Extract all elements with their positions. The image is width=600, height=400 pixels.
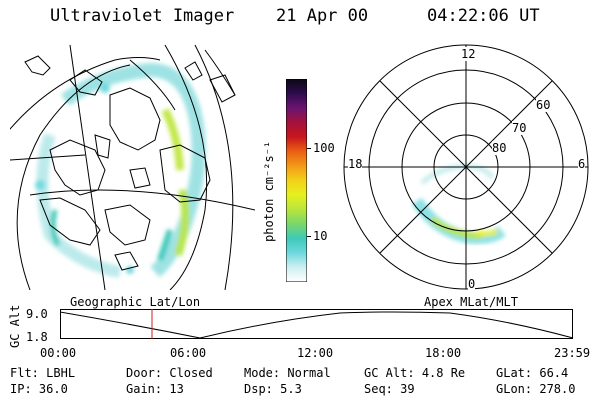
footer-door: Door: Closed xyxy=(126,366,213,380)
colorbar-unit-label: photon cm⁻²s⁻¹ xyxy=(262,140,276,242)
time-label: 04:22:06 UT xyxy=(427,6,540,26)
x-tick-0600: 06:00 xyxy=(170,346,207,360)
footer-glat: GLat: 66.4 xyxy=(496,366,569,380)
colorbar-tick-100: 100 xyxy=(313,141,335,155)
altitude-curve xyxy=(60,311,574,339)
aurora-emission xyxy=(35,62,206,278)
y-tick-1-8: 1.8 xyxy=(26,330,48,344)
polar-plot xyxy=(343,44,589,290)
x-tick-0000: 00:00 xyxy=(40,346,77,360)
map-grid xyxy=(10,44,255,290)
mlat-label-60: 60 xyxy=(536,98,551,112)
gc-alt-axis-label: GC Alt xyxy=(8,304,22,348)
instrument-title: Ultraviolet Imager xyxy=(50,6,235,26)
mlat-label-70: 70 xyxy=(512,121,527,135)
altitude-timeline xyxy=(60,309,574,339)
x-tick-1200: 12:00 xyxy=(297,346,334,360)
mlat-label-80: 80 xyxy=(492,141,507,155)
polar-aurora xyxy=(411,163,506,245)
footer-filter: Flt: LBHL xyxy=(10,366,76,380)
mlt-label-18: 18 xyxy=(348,157,363,171)
y-tick-9: 9.0 xyxy=(26,307,48,321)
mlt-label-0: 0 xyxy=(468,277,476,291)
footer-gc-alt: GC Alt: 4.8 Re xyxy=(364,366,466,380)
coastlines xyxy=(24,55,236,271)
mlt-label-12: 12 xyxy=(461,47,476,61)
x-tick-2359: 23:59 xyxy=(554,346,591,360)
polar-grid xyxy=(343,44,589,290)
footer-dsp: Dsp: 5.3 xyxy=(244,382,302,396)
date-label: 21 Apr 00 xyxy=(276,6,369,26)
footer-mode: Mode: Normal xyxy=(244,366,331,380)
colorbar-strip xyxy=(285,78,308,283)
footer-ip: IP: 36.0 xyxy=(10,382,68,396)
x-tick-1800: 18:00 xyxy=(425,346,462,360)
mlt-label-6: 6 xyxy=(578,157,586,171)
geographic-label: Geographic Lat/Lon xyxy=(70,295,201,309)
footer-glon: GLon: 278.0 xyxy=(496,382,576,396)
apex-label: Apex MLat/MLT xyxy=(424,295,518,309)
geographic-map xyxy=(10,44,255,290)
colorbar-tick-10: 10 xyxy=(313,229,328,243)
footer-seq: Seq: 39 xyxy=(364,382,415,396)
footer-gain: Gain: 13 xyxy=(126,382,184,396)
